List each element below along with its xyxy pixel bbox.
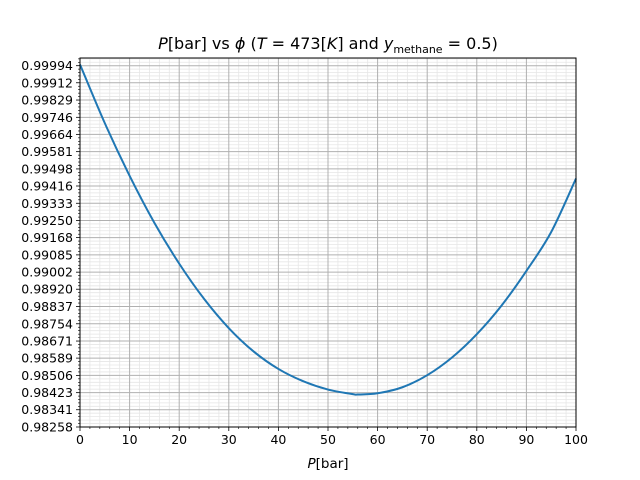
- y-tick-label: 0.99002: [21, 265, 73, 280]
- y-tick-label: 0.99085: [21, 247, 73, 262]
- series-layer: [79, 64, 577, 396]
- y-tick-label: 0.98341: [21, 402, 73, 417]
- y-tick-label: 0.98754: [21, 316, 73, 331]
- x-tick-label: 30: [221, 432, 237, 447]
- x-tick-label: 60: [370, 432, 386, 447]
- x-tick-label: 50: [320, 432, 336, 447]
- y-tick-label: 0.99664: [21, 127, 73, 142]
- y-tick-label: 0.98671: [21, 334, 73, 349]
- y-tick-label: 0.99168: [21, 230, 73, 245]
- y-tick-label: 0.99333: [21, 196, 73, 211]
- y-tick-label: 0.99581: [21, 144, 73, 159]
- x-tick-label: 100: [564, 432, 588, 447]
- x-tick-label: 80: [469, 432, 485, 447]
- x-tick-label: 40: [270, 432, 286, 447]
- x-axis-label: P[bar]: [307, 456, 348, 472]
- x-tick-label: 20: [171, 432, 187, 447]
- y-tick-label: 0.99416: [21, 178, 73, 193]
- y-tick-label: 0.99498: [21, 161, 73, 176]
- y-tick-label: 0.99912: [21, 75, 73, 90]
- y-tick-label: 0.98258: [21, 420, 73, 435]
- y-tick-label: 0.98423: [21, 385, 73, 400]
- x-tick-label: 10: [122, 432, 138, 447]
- series-line: [79, 64, 577, 396]
- y-tick-label: 0.98589: [21, 351, 73, 366]
- grid: [79, 58, 577, 428]
- y-tick-label: 0.98837: [21, 299, 73, 314]
- y-tick-label: 0.98506: [21, 368, 73, 383]
- chart-title: P[bar] vs ϕ (T = 473[K] and ymethane = 0…: [158, 34, 498, 56]
- x-tick-label: 0: [76, 432, 84, 447]
- x-tick-label: 90: [518, 432, 534, 447]
- x-tick-label: 70: [419, 432, 435, 447]
- y-tick-label: 0.99994: [21, 58, 73, 73]
- y-tick-label: 0.98920: [21, 282, 73, 297]
- axes: 0 10 20 30 40 50 60 70 80 90 100 0.99994 0.99912 0.99…: [21, 58, 588, 447]
- y-tick-label: 0.99250: [21, 213, 73, 228]
- y-tick-label: 0.99746: [21, 110, 73, 125]
- y-tick-label: 0.99829: [21, 93, 73, 108]
